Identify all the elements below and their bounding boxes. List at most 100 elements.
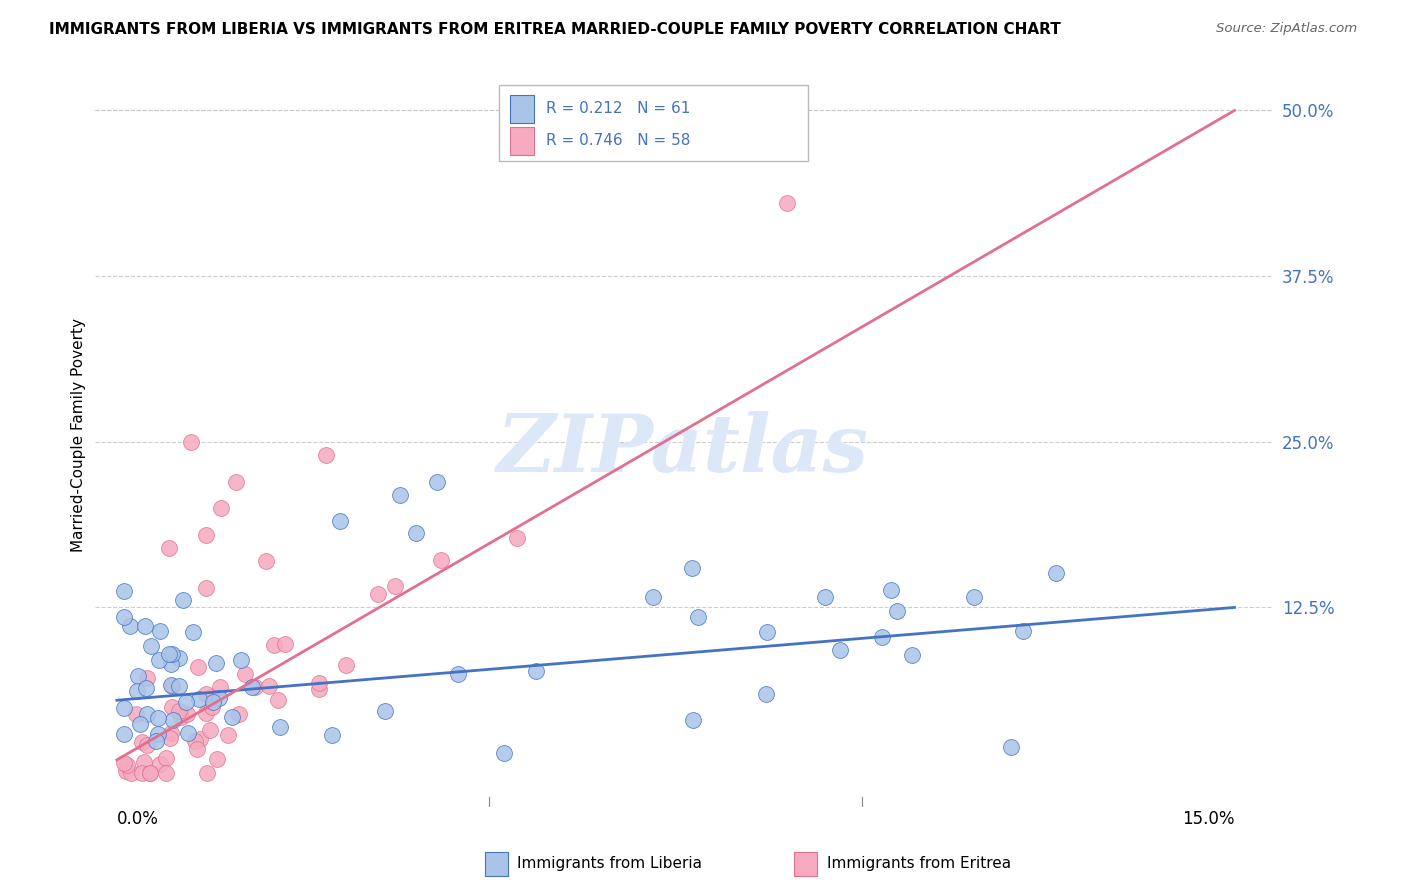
Point — [112, 584, 135, 599]
Point — [118, 619, 141, 633]
Point — [886, 604, 908, 618]
Point — [159, 731, 181, 746]
Point — [389, 488, 412, 502]
Point — [112, 727, 135, 741]
Text: Source: ZipAtlas.com: Source: ZipAtlas.com — [1216, 22, 1357, 36]
Point — [180, 434, 202, 449]
Point — [329, 514, 352, 528]
Point — [135, 681, 157, 695]
Point — [963, 590, 986, 604]
Point — [267, 693, 290, 707]
Point — [112, 701, 135, 715]
Point — [195, 527, 218, 541]
Point — [221, 709, 243, 723]
Point — [201, 695, 224, 709]
Point — [155, 766, 177, 780]
Point — [447, 667, 470, 681]
Text: 15.0%: 15.0% — [1182, 810, 1234, 829]
Point — [172, 593, 194, 607]
Point — [194, 687, 217, 701]
Point — [139, 766, 162, 780]
Point — [162, 713, 184, 727]
Point — [176, 706, 198, 721]
Point — [879, 583, 901, 598]
Point — [269, 720, 291, 734]
Point — [755, 625, 778, 640]
Point — [115, 764, 138, 778]
Point — [430, 552, 453, 566]
Point — [112, 610, 135, 624]
Point — [254, 554, 277, 568]
Point — [830, 643, 852, 657]
Point — [167, 679, 190, 693]
Point — [754, 687, 776, 701]
Point — [308, 676, 330, 690]
Point — [186, 741, 208, 756]
Point — [129, 717, 152, 731]
Point — [321, 728, 343, 742]
Point — [233, 666, 256, 681]
Text: Immigrants from Eritrea: Immigrants from Eritrea — [827, 856, 1011, 871]
Point — [115, 758, 138, 772]
Point — [188, 731, 211, 746]
Point — [1045, 566, 1067, 581]
Text: R = 0.746   N = 58: R = 0.746 N = 58 — [546, 134, 690, 148]
Point — [335, 658, 357, 673]
Point — [159, 678, 181, 692]
Point — [160, 679, 183, 693]
Point — [229, 653, 252, 667]
Point — [201, 699, 224, 714]
Point — [194, 706, 217, 720]
Text: Immigrants from Liberia: Immigrants from Liberia — [517, 856, 703, 871]
Point — [367, 587, 389, 601]
Point — [112, 756, 135, 770]
Point — [157, 647, 180, 661]
Point — [127, 669, 149, 683]
Point — [149, 756, 172, 771]
Point — [177, 726, 200, 740]
Point — [257, 679, 280, 693]
Point — [136, 738, 159, 752]
Point — [308, 682, 330, 697]
Point — [183, 734, 205, 748]
Point — [131, 766, 153, 780]
Point — [643, 590, 665, 604]
Point — [127, 684, 149, 698]
Point — [170, 710, 193, 724]
Text: R = 0.212   N = 61: R = 0.212 N = 61 — [546, 102, 690, 116]
Point — [167, 651, 190, 665]
Point — [814, 590, 837, 604]
Point — [136, 707, 159, 722]
Point — [1000, 739, 1022, 754]
Point — [200, 690, 222, 704]
Point — [132, 755, 155, 769]
Point — [524, 664, 547, 678]
Point — [124, 706, 146, 721]
Point — [149, 624, 172, 639]
Point — [167, 704, 190, 718]
Point — [160, 647, 183, 661]
Point — [1011, 624, 1033, 638]
Point — [187, 660, 209, 674]
Point — [681, 561, 703, 575]
Point — [240, 680, 263, 694]
Point — [901, 648, 924, 662]
Point — [506, 531, 529, 545]
Point — [139, 766, 162, 780]
Point — [155, 751, 177, 765]
Point — [209, 501, 232, 516]
Point — [688, 609, 710, 624]
Point — [162, 700, 184, 714]
Point — [145, 734, 167, 748]
Point — [263, 638, 285, 652]
Point — [159, 726, 181, 740]
Point — [682, 713, 704, 727]
Point — [136, 672, 159, 686]
Point — [384, 579, 406, 593]
Point — [205, 752, 228, 766]
Point — [217, 728, 239, 742]
Point — [204, 656, 226, 670]
Text: 0.0%: 0.0% — [117, 810, 159, 829]
Point — [146, 727, 169, 741]
Point — [181, 625, 204, 640]
